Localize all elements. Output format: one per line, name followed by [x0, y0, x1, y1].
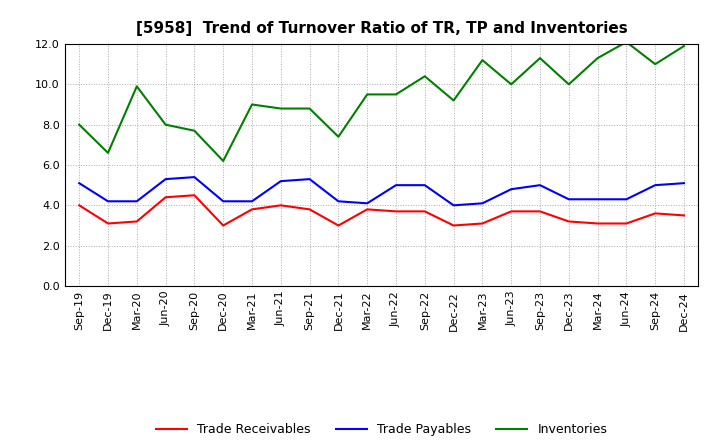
Trade Payables [104, 199, 112, 204]
Trade Payables [622, 197, 631, 202]
Inventories [392, 92, 400, 97]
Line: Inventories: Inventories [79, 42, 684, 161]
Trade Receivables [622, 221, 631, 226]
Inventories [104, 150, 112, 156]
Trade Payables [248, 199, 256, 204]
Trade Payables [219, 199, 228, 204]
Trade Payables [392, 183, 400, 188]
Trade Receivables [363, 207, 372, 212]
Inventories [75, 122, 84, 127]
Inventories [564, 82, 573, 87]
Trade Payables [363, 201, 372, 206]
Inventories [651, 62, 660, 67]
Trade Payables [420, 183, 429, 188]
Trade Payables [334, 199, 343, 204]
Trade Receivables [276, 203, 285, 208]
Inventories [478, 58, 487, 63]
Inventories [449, 98, 458, 103]
Trade Receivables [190, 193, 199, 198]
Inventories [190, 128, 199, 133]
Trade Receivables [305, 207, 314, 212]
Trade Receivables [161, 194, 170, 200]
Inventories [593, 55, 602, 61]
Trade Receivables [104, 221, 112, 226]
Trade Payables [507, 187, 516, 192]
Inventories [507, 82, 516, 87]
Inventories [305, 106, 314, 111]
Inventories [132, 84, 141, 89]
Inventories [248, 102, 256, 107]
Inventories [622, 39, 631, 44]
Trade Payables [564, 197, 573, 202]
Trade Payables [680, 180, 688, 186]
Trade Payables [276, 179, 285, 184]
Trade Receivables [219, 223, 228, 228]
Inventories [161, 122, 170, 127]
Trade Payables [651, 183, 660, 188]
Inventories [219, 158, 228, 164]
Legend: Trade Receivables, Trade Payables, Inventories: Trade Receivables, Trade Payables, Inven… [151, 418, 612, 440]
Trade Receivables [478, 221, 487, 226]
Trade Payables [161, 176, 170, 182]
Inventories [363, 92, 372, 97]
Trade Receivables [334, 223, 343, 228]
Inventories [536, 55, 544, 61]
Inventories [334, 134, 343, 139]
Trade Payables [478, 201, 487, 206]
Trade Receivables [132, 219, 141, 224]
Inventories [420, 73, 429, 79]
Trade Receivables [75, 203, 84, 208]
Line: Trade Receivables: Trade Receivables [79, 195, 684, 225]
Trade Receivables [593, 221, 602, 226]
Trade Receivables [449, 223, 458, 228]
Trade Payables [593, 197, 602, 202]
Title: [5958]  Trend of Turnover Ratio of TR, TP and Inventories: [5958] Trend of Turnover Ratio of TR, TP… [136, 21, 627, 36]
Trade Receivables [420, 209, 429, 214]
Trade Receivables [680, 213, 688, 218]
Trade Receivables [651, 211, 660, 216]
Trade Payables [536, 183, 544, 188]
Trade Payables [449, 203, 458, 208]
Line: Trade Payables: Trade Payables [79, 177, 684, 205]
Trade Receivables [564, 219, 573, 224]
Trade Receivables [536, 209, 544, 214]
Trade Receivables [248, 207, 256, 212]
Trade Payables [132, 199, 141, 204]
Inventories [680, 44, 688, 49]
Trade Receivables [507, 209, 516, 214]
Trade Payables [305, 176, 314, 182]
Trade Receivables [392, 209, 400, 214]
Inventories [276, 106, 285, 111]
Trade Payables [190, 174, 199, 180]
Trade Payables [75, 180, 84, 186]
